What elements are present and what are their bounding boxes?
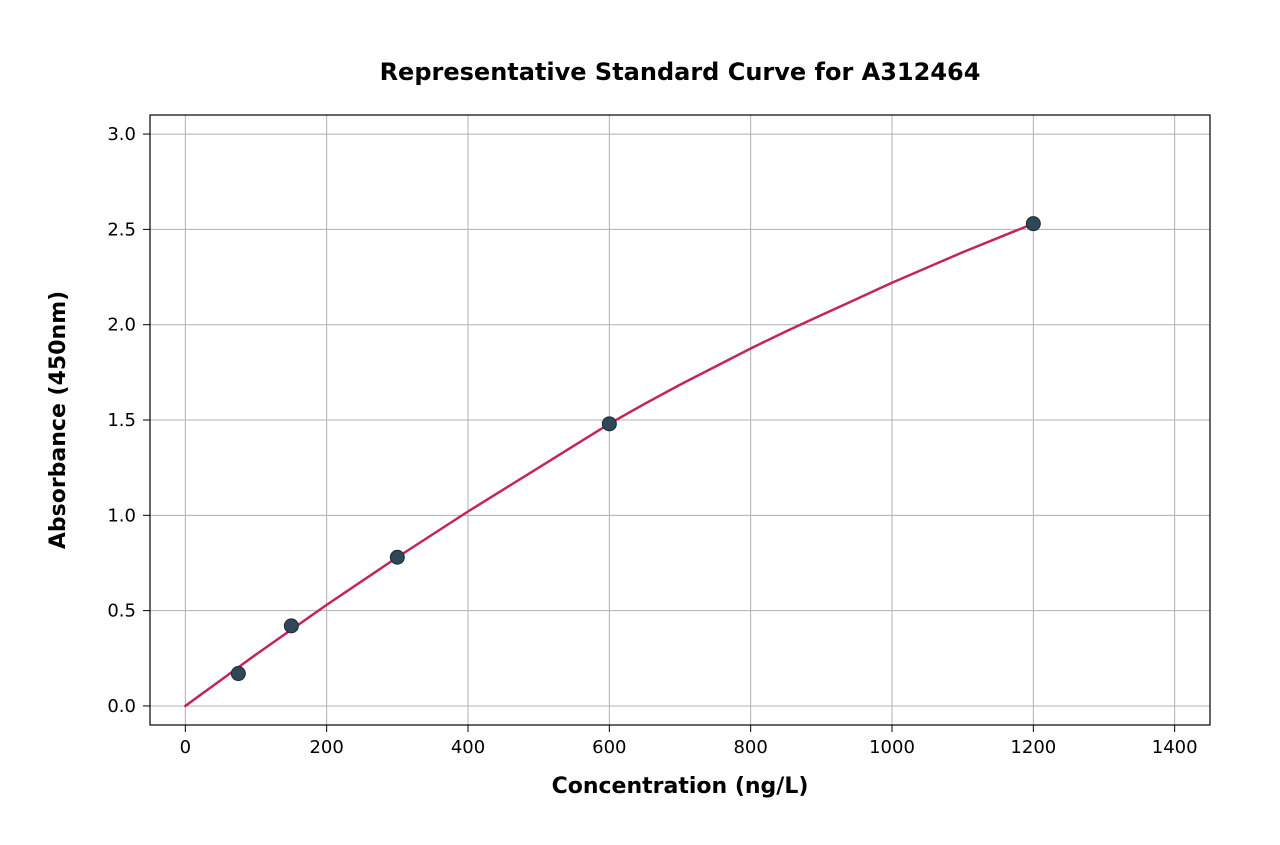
data-point-marker [284,619,298,633]
x-tick-label: 800 [733,737,767,758]
x-tick-label: 200 [309,737,343,758]
x-tick-label: 1200 [1010,737,1056,758]
y-tick-label: 0.5 [107,601,136,622]
chart-title: Representative Standard Curve for A31246… [380,58,981,86]
x-axis-label: Concentration (ng/L) [552,774,809,799]
x-tick-label: 1400 [1152,737,1198,758]
x-tick-label: 0 [180,737,191,758]
standard-curve-chart: 0 200 400 600 800 1000 1200 1400 0.0 0.5 1.0 1.5 2.0… [0,0,1280,845]
y-tick-label: 1.0 [107,505,136,526]
y-axis-label: Absorbance (450nm) [46,291,71,549]
chart-container: 0 200 400 600 800 1000 1200 1400 0.0 0.5 1.0 1.5 2.0… [0,0,1280,845]
y-tick-label: 0.0 [107,696,136,717]
y-tick-label: 2.0 [107,315,136,336]
y-tick-label: 3.0 [107,124,136,145]
data-point-marker [390,550,404,564]
data-point-marker [602,417,616,431]
x-tick-label: 1000 [869,737,915,758]
y-tick-label: 2.5 [107,219,136,240]
y-tick-label: 1.5 [107,410,136,431]
data-point-marker [1026,217,1040,231]
x-tick-label: 600 [592,737,626,758]
data-point-marker [231,667,245,681]
x-tick-label: 400 [451,737,485,758]
